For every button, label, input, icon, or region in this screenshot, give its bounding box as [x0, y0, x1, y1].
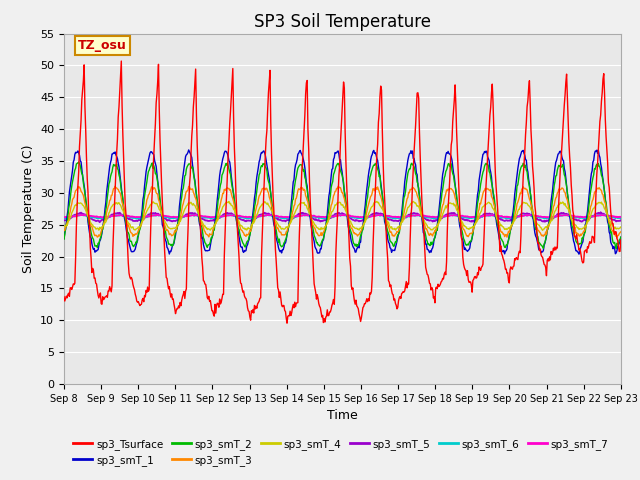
Text: TZ_osu: TZ_osu: [78, 39, 127, 52]
Title: SP3 Soil Temperature: SP3 Soil Temperature: [254, 12, 431, 31]
Legend: sp3_Tsurface, sp3_smT_1, sp3_smT_2, sp3_smT_3, sp3_smT_4, sp3_smT_5, sp3_smT_6, : sp3_Tsurface, sp3_smT_1, sp3_smT_2, sp3_…: [69, 435, 612, 470]
X-axis label: Time: Time: [327, 409, 358, 422]
Y-axis label: Soil Temperature (C): Soil Temperature (C): [22, 144, 35, 273]
